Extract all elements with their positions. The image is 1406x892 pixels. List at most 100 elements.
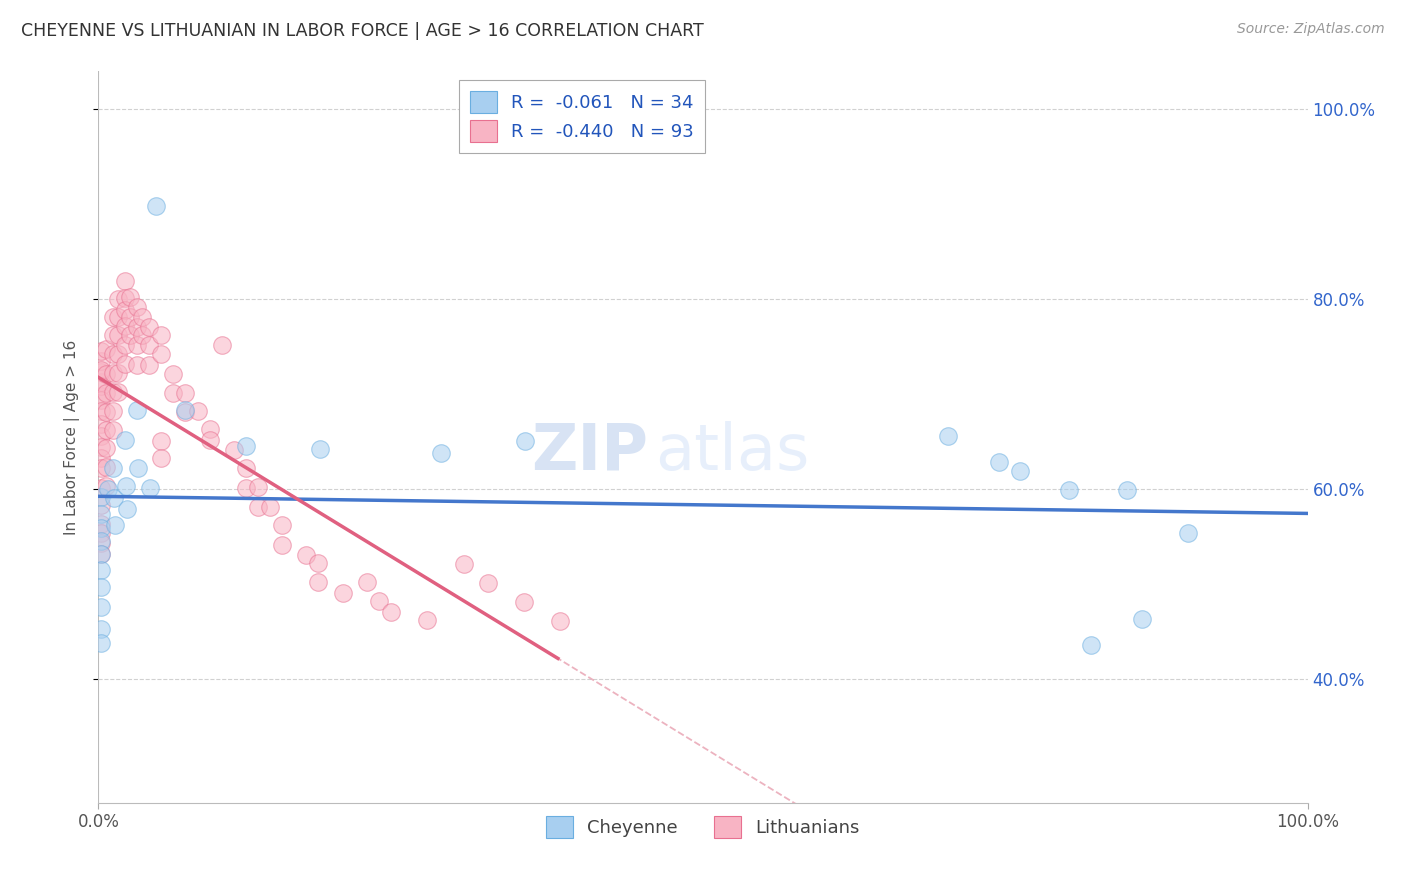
Y-axis label: In Labor Force | Age > 16: In Labor Force | Age > 16: [65, 340, 80, 534]
Point: [138, 338, 160, 352]
Point: [101, 404, 124, 418]
Point: [90, 580, 112, 594]
Point: [107, 328, 129, 343]
Point: [90, 389, 112, 403]
Point: [107, 385, 129, 400]
Point: [114, 292, 136, 306]
Point: [332, 586, 354, 600]
Point: [211, 338, 233, 352]
Point: [114, 433, 136, 447]
Point: [1059, 483, 1081, 498]
Point: [174, 405, 197, 419]
Text: Source: ZipAtlas.com: Source: ZipAtlas.com: [1237, 22, 1385, 37]
Point: [150, 434, 173, 448]
Point: [90, 440, 112, 454]
Point: [145, 199, 167, 213]
Point: [235, 482, 257, 496]
Point: [90, 547, 112, 561]
Point: [938, 429, 960, 443]
Point: [90, 516, 112, 531]
Point: [127, 319, 149, 334]
Point: [477, 576, 499, 591]
Point: [94, 460, 117, 475]
Point: [107, 367, 129, 381]
Point: [94, 386, 117, 401]
Point: [90, 526, 112, 541]
Point: [295, 548, 318, 562]
Point: [127, 403, 149, 417]
Point: [90, 533, 112, 548]
Point: [1177, 526, 1199, 541]
Point: [94, 442, 117, 456]
Point: [235, 461, 257, 475]
Point: [114, 274, 136, 288]
Point: [90, 404, 112, 418]
Point: [90, 362, 112, 376]
Point: [90, 343, 112, 358]
Point: [150, 328, 173, 343]
Point: [118, 310, 141, 325]
Point: [416, 614, 439, 628]
Point: [90, 354, 112, 368]
Point: [138, 319, 160, 334]
Point: [101, 385, 124, 400]
Point: [308, 442, 330, 457]
Point: [222, 443, 245, 458]
Point: [90, 450, 112, 465]
Point: [271, 518, 294, 533]
Point: [118, 290, 141, 304]
Point: [101, 310, 124, 325]
Point: [429, 446, 451, 460]
Point: [101, 328, 124, 343]
Point: [150, 347, 173, 361]
Text: atlas: atlas: [655, 421, 808, 483]
Point: [235, 439, 257, 453]
Point: [90, 490, 112, 504]
Point: [90, 622, 112, 636]
Point: [550, 615, 572, 629]
Text: CHEYENNE VS LITHUANIAN IN LABOR FORCE | AGE > 16 CORRELATION CHART: CHEYENNE VS LITHUANIAN IN LABOR FORCE | …: [21, 22, 704, 40]
Point: [103, 491, 125, 505]
Point: [368, 594, 391, 608]
Point: [90, 378, 112, 392]
Point: [94, 479, 117, 493]
Point: [139, 482, 162, 496]
Point: [247, 500, 270, 515]
Point: [127, 300, 149, 314]
Point: [97, 483, 120, 497]
Point: [453, 558, 475, 572]
Point: [174, 403, 197, 417]
Point: [90, 429, 112, 443]
Legend: Cheyenne, Lithuanians: Cheyenne, Lithuanians: [538, 808, 868, 845]
Point: [101, 367, 124, 381]
Point: [101, 424, 124, 438]
Point: [90, 536, 112, 550]
Point: [107, 347, 129, 361]
Point: [90, 563, 112, 577]
Point: [513, 595, 536, 609]
Point: [94, 424, 117, 438]
Point: [90, 392, 112, 407]
Point: [94, 368, 117, 382]
Point: [380, 605, 402, 619]
Point: [114, 318, 136, 333]
Point: [356, 575, 378, 590]
Point: [90, 507, 112, 521]
Point: [90, 417, 112, 431]
Point: [988, 455, 1011, 469]
Point: [90, 365, 112, 379]
Point: [115, 479, 138, 493]
Point: [114, 357, 136, 371]
Point: [131, 328, 153, 343]
Point: [259, 500, 281, 515]
Point: [162, 368, 184, 382]
Point: [101, 461, 124, 475]
Point: [162, 386, 184, 401]
Point: [127, 358, 149, 372]
Point: [90, 600, 112, 615]
Point: [515, 434, 537, 448]
Point: [114, 338, 136, 352]
Point: [1080, 638, 1102, 652]
Point: [198, 422, 221, 436]
Point: [150, 450, 173, 465]
